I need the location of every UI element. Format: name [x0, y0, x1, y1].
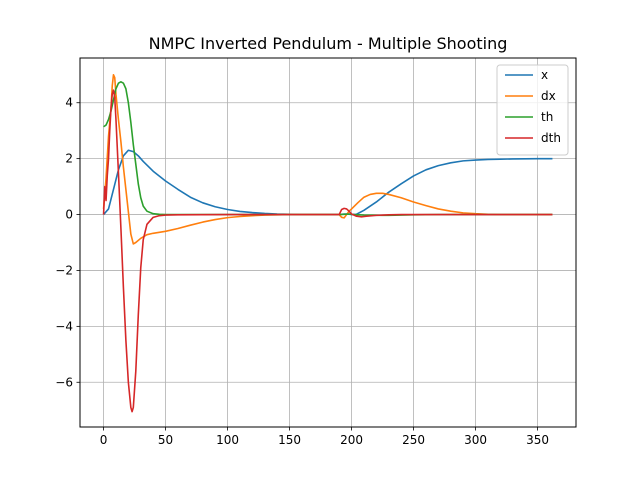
series-line-dx: [102, 73, 553, 245]
y-tick-label: 4: [65, 96, 73, 110]
x-tick-label: 250: [402, 433, 425, 447]
ticks: 0 50 100 150 200 250 300 350 −6 −4 −2 0 2 4: [55, 96, 549, 447]
y-tick-label: 2: [65, 152, 73, 166]
series-line-dth: [102, 89, 553, 413]
legend-label-x: x: [541, 68, 548, 82]
plot-lines: [102, 73, 553, 413]
x-tick-label: 350: [526, 433, 549, 447]
chart-title: NMPC Inverted Pendulum - Multiple Shooti…: [149, 34, 508, 53]
x-tick-label: 300: [464, 433, 487, 447]
legend-label-dth: dth: [541, 131, 561, 145]
x-tick-label: 150: [278, 433, 301, 447]
x-tick-label: 200: [340, 433, 363, 447]
axes-frame: [79, 57, 577, 428]
legend-label-th: th: [541, 110, 553, 124]
y-tick-label: −6: [55, 375, 73, 389]
legend-box: [496, 64, 569, 156]
x-tick-label: 100: [216, 433, 239, 447]
y-tick-label: −4: [55, 319, 73, 333]
legend-label-dx: dx: [541, 89, 556, 103]
x-tick-label: 0: [100, 433, 108, 447]
x-tick-label: 50: [158, 433, 173, 447]
y-tick-label: −2: [55, 263, 73, 277]
y-tick-label: 0: [65, 208, 73, 222]
legend: x dx th dth: [496, 64, 569, 156]
